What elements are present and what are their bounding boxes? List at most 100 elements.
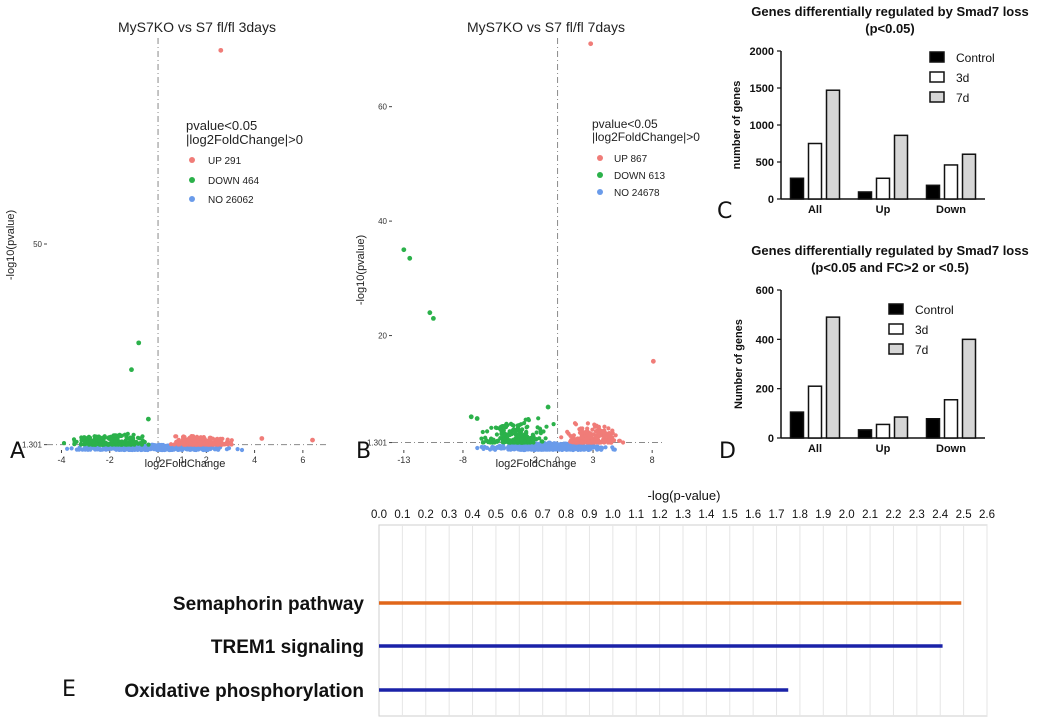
c-bar xyxy=(807,142,823,200)
e-xtick-label: 1.5 xyxy=(722,509,738,521)
c-bar xyxy=(825,89,841,200)
e-xtick-label: 0.7 xyxy=(535,509,551,521)
d-bar xyxy=(943,399,959,439)
panel-b-xlabel: log2FoldChange xyxy=(496,458,577,470)
b-point xyxy=(599,447,604,452)
b-xtick-label: 0 xyxy=(555,455,560,465)
a-point xyxy=(113,439,118,444)
b-point xyxy=(479,444,484,450)
d-ytick-label: 600 xyxy=(756,285,774,297)
b-xtick-label: -13 xyxy=(397,455,410,465)
b-point xyxy=(488,440,493,445)
a-point xyxy=(204,442,209,447)
a-point xyxy=(82,435,87,440)
a-point xyxy=(211,442,216,447)
b-point xyxy=(525,424,530,429)
b-point xyxy=(579,435,584,440)
b-point xyxy=(561,446,567,451)
c-bar xyxy=(961,153,977,200)
a-highlight-point xyxy=(259,436,265,441)
b-point xyxy=(480,429,485,435)
c-legend-label: 7d xyxy=(956,91,969,105)
panel-b-legend-down-marker xyxy=(597,172,603,178)
a-xtick-label: 6 xyxy=(300,455,305,465)
a-point xyxy=(140,434,145,439)
d-legend-label: 3d xyxy=(915,323,928,337)
a-point xyxy=(61,441,67,446)
b-point xyxy=(610,428,615,433)
d-bar xyxy=(925,418,941,439)
b-point xyxy=(494,432,499,437)
a-point xyxy=(239,447,245,453)
panel-a-legend-title-2: |log2FoldChange|>0 xyxy=(186,132,303,147)
e-xtick-label: 1.6 xyxy=(745,509,761,521)
panel-letter-b: B xyxy=(356,439,371,464)
a-point xyxy=(182,434,187,440)
e-xtick-label: 1.7 xyxy=(769,509,785,521)
a-point xyxy=(82,439,87,444)
b-point xyxy=(590,432,595,437)
d-bar xyxy=(825,316,841,439)
b-point xyxy=(484,438,489,443)
a-point xyxy=(182,442,187,447)
a-point xyxy=(102,445,107,450)
a-point xyxy=(65,446,70,451)
c-legend-label: Control xyxy=(956,51,995,65)
e-xtick-label: 1.1 xyxy=(628,509,644,521)
b-point xyxy=(584,429,589,434)
panel-letter-e: E xyxy=(62,677,76,702)
b-point xyxy=(485,429,490,434)
a-point xyxy=(155,444,160,449)
panel-a-legend-up: UP 291 xyxy=(208,156,242,167)
c-category-label: All xyxy=(808,204,822,216)
b-point xyxy=(579,428,585,433)
a-point xyxy=(142,439,147,445)
b-point xyxy=(479,436,484,441)
b-point xyxy=(491,439,496,444)
b-highlight-point xyxy=(427,310,433,316)
a-xtick-label: 4 xyxy=(252,455,257,465)
a-point xyxy=(87,435,92,441)
a-point xyxy=(175,441,180,446)
d-legend-swatch xyxy=(888,343,904,355)
panel-c-legend: Control 3d 7d xyxy=(929,51,995,105)
panel-a-legend: pvalue<0.05 |log2FoldChange|>0 UP 291 DO… xyxy=(186,118,303,206)
panel-d-bar-chart: Genes differentially regulated by Smad7 … xyxy=(733,243,1029,455)
e-xtick-label: 2.2 xyxy=(885,509,901,521)
panel-b-volcano: MyS7KO vs S7 fl/fl 7days log2FoldChange … xyxy=(355,19,700,470)
c-legend-swatch xyxy=(929,91,945,103)
panel-b-legend-no: NO 24678 xyxy=(614,188,660,199)
b-point xyxy=(502,436,507,441)
b-point xyxy=(601,438,606,444)
b-point xyxy=(613,433,618,438)
b-point xyxy=(508,440,513,445)
a-point xyxy=(207,435,212,440)
a-point xyxy=(198,435,203,440)
a-point xyxy=(71,437,77,442)
b-highlight-point xyxy=(588,41,594,47)
a-point xyxy=(189,437,194,442)
a-point xyxy=(143,444,148,449)
e-xtick-label: 0.4 xyxy=(465,509,482,521)
a-xtick-label: 2 xyxy=(204,455,209,465)
b-point xyxy=(522,421,527,426)
b-point xyxy=(507,432,512,438)
a-highlight-point xyxy=(310,437,315,443)
e-category-label: TREM1 signaling xyxy=(211,637,364,658)
b-point xyxy=(572,421,578,426)
b-point xyxy=(598,428,604,433)
panel-b-legend-up: UP 867 xyxy=(614,154,648,165)
b-point xyxy=(560,442,565,447)
a-point xyxy=(139,441,144,446)
d-category-label: Up xyxy=(876,443,891,455)
a-point xyxy=(176,437,181,442)
a-highlight-point xyxy=(145,416,151,422)
b-point xyxy=(526,418,532,423)
b-point xyxy=(525,434,530,440)
a-point xyxy=(94,434,99,439)
b-point xyxy=(519,433,524,438)
a-point xyxy=(218,436,223,441)
d-bar xyxy=(857,429,873,439)
e-category-label: Oxidative phosphorylation xyxy=(124,681,364,702)
b-point xyxy=(505,423,510,428)
